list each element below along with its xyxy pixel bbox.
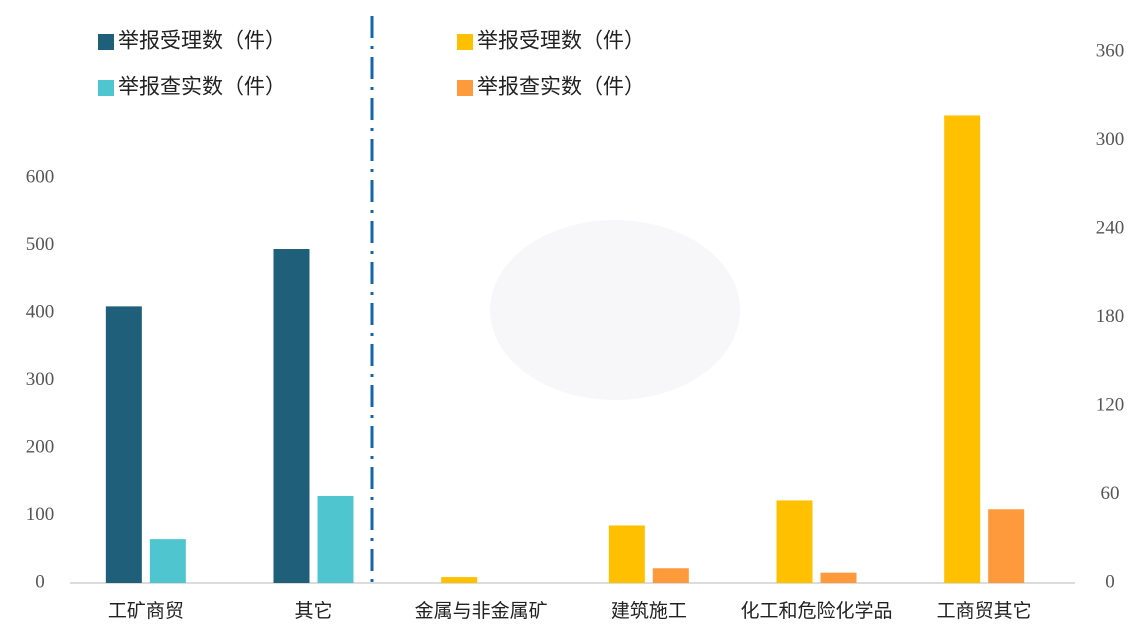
x-tick-label: 工商贸其它	[937, 600, 1032, 622]
bar	[318, 496, 354, 583]
y2-tick-label: 360	[1096, 40, 1125, 61]
y2-tick-label: 120	[1096, 394, 1125, 415]
legend-swatch	[98, 80, 114, 96]
y-tick-label: 600	[26, 167, 55, 188]
y-tick-label: 400	[26, 301, 55, 322]
y2-tick-label: 60	[1101, 483, 1120, 504]
y2-tick-label: 180	[1096, 306, 1125, 327]
bar	[988, 509, 1024, 583]
bar	[777, 500, 813, 583]
x-tick-label: 化工和危险化学品	[740, 600, 892, 622]
legend-label: 举报受理数（件）	[118, 30, 286, 53]
bar	[821, 573, 857, 583]
x-tick-label: 其它	[294, 600, 332, 622]
legend-label: 举报查实数（件）	[118, 76, 286, 99]
bar	[441, 577, 477, 583]
legend-label: 举报受理数（件）	[477, 30, 645, 53]
y-tick-label: 500	[26, 234, 55, 255]
legend-swatch	[457, 34, 473, 50]
y2-tick-label: 240	[1096, 217, 1125, 238]
y2-tick-label: 300	[1096, 129, 1125, 150]
bar	[653, 568, 689, 583]
bar	[150, 539, 186, 583]
legend-swatch	[98, 34, 114, 50]
y-tick-label: 300	[26, 369, 55, 390]
legend-label: 举报查实数（件）	[477, 76, 645, 99]
bar	[944, 115, 980, 583]
illustration	[490, 220, 740, 400]
legend-swatch	[457, 80, 473, 96]
x-tick-label: 工矿商贸	[108, 600, 184, 622]
y2-tick-label: 0	[1105, 571, 1115, 592]
x-tick-label: 建筑施工	[611, 600, 687, 622]
y-tick-label: 200	[26, 436, 55, 457]
bar	[106, 306, 142, 583]
bar	[609, 525, 645, 583]
x-tick-label: 金属与非金属矿	[415, 600, 548, 622]
y-tick-label: 100	[26, 504, 55, 525]
chart: 0 100 200 300 400 500 600 0 60 120 180 240 300 360 工矿商…	[0, 0, 1131, 628]
y-tick-label: 0	[35, 571, 45, 592]
bar	[274, 249, 310, 583]
